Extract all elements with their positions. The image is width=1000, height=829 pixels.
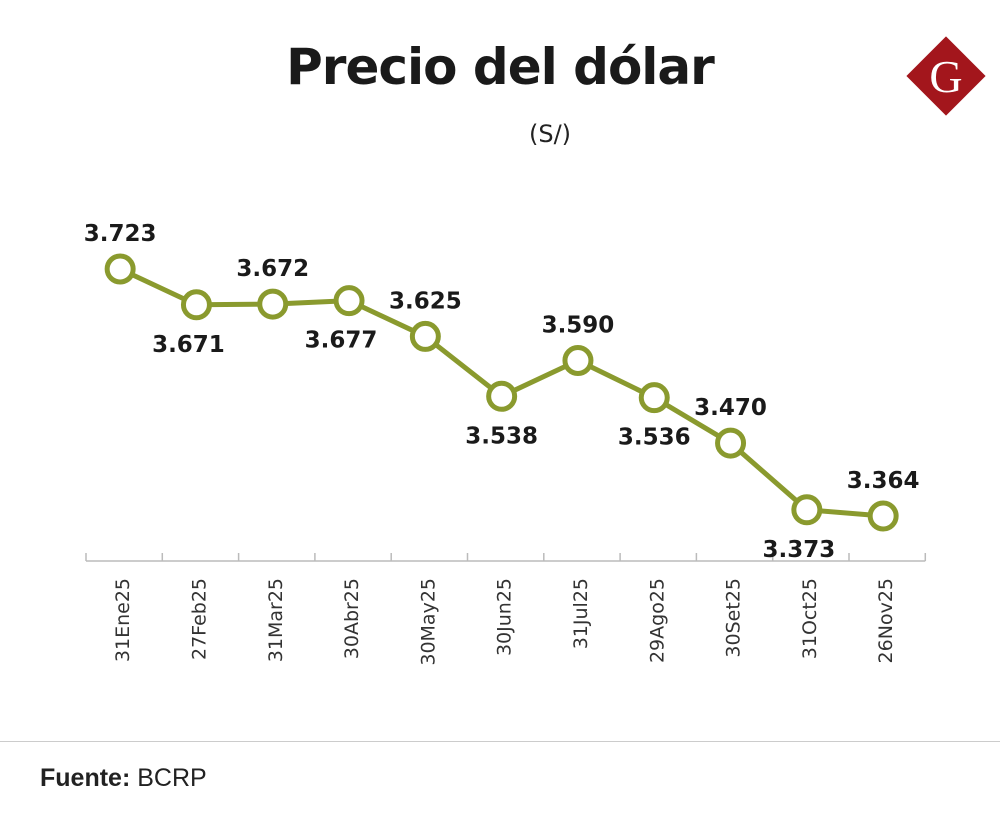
x-tick-label: 30May25 [417, 578, 439, 666]
x-tick-label: 31Oct25 [799, 578, 821, 659]
line-chart: 31Ene25 27Feb25 31Mar25 30Abr25 30May25 30Jun… [84, 221, 927, 666]
data-label: 3.723 [84, 221, 157, 247]
source-value: BCRP [137, 764, 207, 792]
x-tick-label: 31Mar25 [265, 578, 287, 662]
x-tick-label: 30Set25 [723, 578, 745, 658]
source-note: Fuente: BCRP [40, 764, 207, 793]
data-point [104, 253, 136, 285]
data-point [486, 380, 518, 412]
x-tick-label: 29Ago25 [646, 578, 668, 663]
data-label: 3.536 [618, 425, 691, 451]
data-point [867, 500, 899, 532]
logo-letter: G [929, 51, 962, 102]
x-tick-label: 31Jul25 [570, 578, 592, 649]
data-point [257, 288, 289, 320]
data-point [180, 289, 212, 321]
divider [0, 741, 1000, 742]
data-label: 3.364 [847, 468, 920, 494]
data-label: 3.671 [152, 332, 225, 358]
data-label: 3.672 [236, 256, 309, 282]
chart-subtitle: (S/) [528, 120, 572, 148]
data-point [333, 285, 365, 317]
data-label: 3.677 [305, 328, 378, 354]
data-point [791, 494, 823, 526]
data-point [562, 345, 594, 377]
data-label: 3.625 [389, 288, 462, 314]
x-tick-label: 26Nov25 [875, 578, 897, 663]
chart-title: Precio del dólar [286, 38, 715, 96]
x-tick-label: 31Ene25 [112, 578, 134, 662]
data-label: 3.538 [465, 423, 538, 449]
source-label: Fuente: [40, 764, 131, 792]
data-point [638, 382, 670, 414]
data-label: 3.590 [542, 313, 615, 339]
data-point [409, 320, 441, 352]
data-point [715, 427, 747, 459]
data-label: 3.470 [694, 395, 767, 421]
x-tick-label: 30Abr25 [341, 578, 363, 659]
logo: G [906, 36, 986, 116]
x-tick-label: 27Feb25 [188, 578, 210, 660]
x-tick-label: 30Jun25 [494, 578, 516, 656]
data-label: 3.373 [762, 537, 835, 563]
